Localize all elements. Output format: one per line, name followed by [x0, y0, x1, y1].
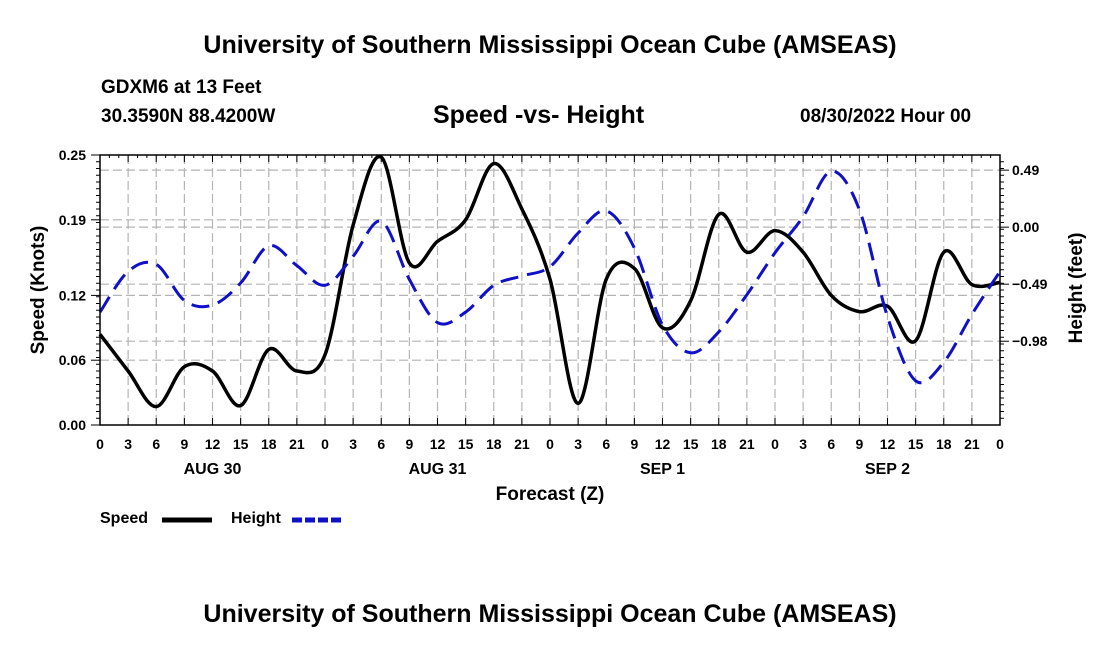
x-tick-label: 6	[152, 436, 160, 452]
station-name: GDXM6 at 13 Feet	[101, 77, 262, 98]
chart-subtitle: Speed -vs- Height	[433, 101, 645, 129]
x-tick-label: 6	[827, 436, 835, 452]
x-tick-label: 12	[430, 436, 446, 452]
footer-title: University of Southern Mississippi Ocean…	[203, 600, 897, 628]
x-tick-label: 9	[855, 436, 863, 452]
x-tick-label: 3	[574, 436, 582, 452]
x-tick-label: 12	[205, 436, 221, 452]
y2-tick-label: −0.49	[1012, 276, 1048, 292]
forecast-datetime: 08/30/2022 Hour 00	[800, 106, 972, 127]
x-day-label: SEP 1	[640, 461, 685, 478]
x-tick-label: 15	[458, 436, 474, 452]
legend-height-label: Height	[231, 510, 281, 527]
x-tick-label: 3	[799, 436, 807, 452]
y-tick-label: 0.19	[59, 212, 86, 228]
x-tick-label: 18	[711, 436, 727, 452]
y-tick-label: 0.25	[59, 147, 86, 163]
x-tick-label: 3	[124, 436, 132, 452]
y2-tick-label: 0.49	[1012, 162, 1039, 178]
height-series-line	[98, 169, 1002, 385]
x-tick-label: 0	[996, 436, 1004, 452]
x-tick-label: 18	[936, 436, 952, 452]
x-axis-title: Forecast (Z)	[496, 484, 605, 505]
x-tick-label: 6	[602, 436, 610, 452]
y-tick-label: 0.06	[59, 352, 86, 368]
x-day-label: AUG 31	[409, 461, 467, 478]
x-day-label: SEP 2	[865, 461, 910, 478]
chart-title: University of Southern Mississippi Ocean…	[203, 31, 897, 59]
speed-series-line	[98, 154, 1001, 409]
y-axis-title: Speed (Knots)	[28, 226, 49, 355]
x-tick-label: 15	[233, 436, 249, 452]
x-tick-label: 18	[486, 436, 502, 452]
x-tick-label: 15	[908, 436, 924, 452]
x-tick-label: 15	[683, 436, 699, 452]
x-tick-label: 21	[289, 436, 305, 452]
y2-tick-label: 0.00	[1012, 219, 1039, 235]
legend-speed-label: Speed	[100, 510, 149, 527]
x-tick-label: 21	[964, 436, 980, 452]
x-tick-label: 0	[96, 436, 104, 452]
x-tick-label: 3	[349, 436, 357, 452]
x-tick-label: 9	[405, 436, 413, 452]
y2-axis-title: Height (feet)	[1066, 233, 1087, 344]
grid	[100, 155, 1000, 425]
x-tick-label: 21	[739, 436, 755, 452]
x-tick-label: 9	[180, 436, 188, 452]
x-tick-label: 6	[377, 436, 385, 452]
y-tick-label: 0.00	[59, 417, 86, 433]
axis-labels: Forecast (Z) Speed (Knots) Height (feet)	[28, 226, 1087, 505]
x-tick-label: 9	[630, 436, 638, 452]
y2-tick-label: −0.98	[1012, 333, 1048, 349]
x-day-label: AUG 30	[184, 461, 242, 478]
x-tick-label: 0	[546, 436, 554, 452]
y-tick-label: 0.12	[59, 287, 86, 303]
x-tick-label: 18	[261, 436, 277, 452]
x-tick-label: 0	[321, 436, 329, 452]
x-tick-label: 21	[514, 436, 530, 452]
x-tick-label: 12	[655, 436, 671, 452]
axis-ticks: 0 3 6 9 12 15 18 21 0 3 6 9 12 15 18 21 0 3 6 9 12 15 18 21 0 3 6 9…	[59, 147, 1048, 478]
x-tick-label: 12	[880, 436, 896, 452]
station-coordinates: 30.3590N 88.4200W	[101, 106, 276, 127]
series-layer	[98, 154, 1002, 409]
x-tick-label: 0	[771, 436, 779, 452]
